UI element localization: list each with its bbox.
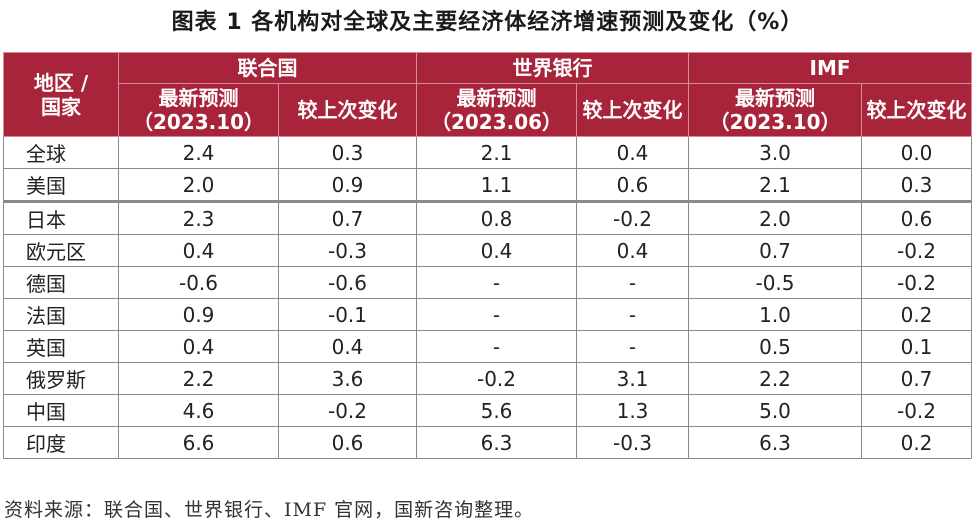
row-region-name: 印度 — [3, 426, 119, 459]
source-note: 资料来源：联合国、世界银行、IMF 官网，国新咨询整理。 — [4, 499, 535, 521]
table-row: 德国 -0.6 -0.6- - -0.5 -0.2 — [3, 266, 973, 299]
table-cell: 2.1 — [416, 136, 577, 169]
header-sub: 较上次变化 — [278, 83, 417, 137]
table-row: 印度 6.6 0.6 6.3 -0.3 6.3 0.2 — [3, 426, 973, 459]
table-body: 全球 2.4 0.3 2.1 0.4 3.0 0.0 美国 2.0 0.9 1.1 0.6 2.1 0.3… — [3, 136, 973, 459]
table-cell: 0.9 — [278, 168, 417, 202]
table-cell: 0.6 — [576, 168, 689, 202]
table-cell: 2.4 — [118, 136, 279, 169]
header-sub: 最新预测 （2023.10） — [118, 83, 279, 137]
table-cell: 0.5 — [688, 330, 862, 363]
table-cell: 1.1 — [416, 168, 577, 202]
table-row: 美国 2.0 0.9 1.1 0.6 2.1 0.3 — [3, 168, 973, 202]
table-cell: 6.6 — [118, 426, 279, 459]
table-row: 全球 2.4 0.3 2.1 0.4 3.0 0.0 — [3, 136, 973, 169]
table-row: 日本 2.3 0.7 0.8 -0.2 2.0 0.6 — [3, 200, 973, 235]
table-cell: 0.4 — [118, 234, 279, 267]
table-cell: 0.3 — [278, 136, 417, 169]
header-sub: 最新预测 （2023.06） — [416, 83, 577, 137]
table-cell: 0.4 — [416, 234, 577, 267]
table-cell: 0.4 — [118, 330, 279, 363]
header-sub: 较上次变化 — [576, 83, 689, 137]
table-cell: 0.1 — [860, 330, 973, 363]
table-cell: -0.2 — [416, 362, 577, 395]
table-cell: -0.6 — [118, 266, 279, 299]
table-cell: 2.0 — [118, 168, 279, 202]
table-cell: 2.1 — [688, 168, 862, 202]
table-cell: -0.2 — [860, 394, 973, 427]
table-row: 法国 0.9 -0.1- -1.0 0.2 — [3, 298, 973, 331]
table-cell: 6.3 — [688, 426, 862, 459]
table-cell: -0.2 — [860, 266, 973, 299]
header-sub: 最新预测 （2023.10） — [688, 83, 862, 137]
table-row: 中国 4.6 -0.2 5.6 1.3 5.0 -0.2 — [3, 394, 973, 427]
table-cell: - — [576, 298, 689, 331]
table-cell: 0.9 — [118, 298, 279, 331]
header-region: 地区 / 国家 — [3, 52, 119, 137]
chart-title: 图表 1 各机构对全球及主要经济体经济增速预测及变化（%） — [171, 10, 804, 35]
table-row: 英国 0.4 0.4- -0.5 0.1 — [3, 330, 973, 363]
table-cell: -0.2 — [278, 394, 417, 427]
table-cell: -0.2 — [860, 234, 973, 267]
table-cell: 0.7 — [278, 200, 417, 235]
row-region-name: 美国 — [3, 168, 119, 202]
table-row: 俄罗斯 2.2 3.6 -0.2 3.1 2.2 0.7 — [3, 362, 973, 395]
table-cell: - — [576, 330, 689, 363]
table-cell: 0.3 — [860, 168, 973, 202]
table-cell: 0.4 — [576, 136, 689, 169]
table-cell: 0.7 — [860, 362, 973, 395]
table-cell: -0.5 — [688, 266, 862, 299]
forecast-table: 地区 / 国家 联合国 世界银行 IMF 最新预测 （2023.10） 较上次变化 … — [3, 52, 973, 459]
row-region-name: 英国 — [3, 330, 119, 363]
table-cell: 6.3 — [416, 426, 577, 459]
row-region-name: 欧元区 — [3, 234, 119, 267]
header-sub: 较上次变化 — [860, 83, 973, 137]
table-cell: 5.6 — [416, 394, 577, 427]
table-cell: -0.1 — [278, 298, 417, 331]
table-cell: 2.2 — [688, 362, 862, 395]
table-cell: 2.0 — [688, 200, 862, 235]
table-cell: 0.0 — [860, 136, 973, 169]
table-cell: 1.3 — [576, 394, 689, 427]
table-cell: 3.6 — [278, 362, 417, 395]
table-cell: 5.0 — [688, 394, 862, 427]
table-cell: - — [416, 330, 577, 363]
table-cell: 0.4 — [278, 330, 417, 363]
table-cell: 3.1 — [576, 362, 689, 395]
table-cell: 0.2 — [860, 426, 973, 459]
table-cell: 0.6 — [860, 200, 973, 235]
row-region-name: 全球 — [3, 136, 119, 169]
table-cell: - — [416, 298, 577, 331]
table-cell: - — [416, 266, 577, 299]
table-cell: 0.7 — [688, 234, 862, 267]
table-cell: -0.3 — [576, 426, 689, 459]
header-org-imf: IMF — [687, 52, 973, 84]
row-region-name: 俄罗斯 — [3, 362, 119, 395]
table-cell: 2.3 — [118, 200, 279, 235]
table-cell: - — [576, 266, 689, 299]
row-region-name: 法国 — [3, 298, 119, 331]
table-row: 欧元区 0.4 -0.3 0.4 0.4 0.7 -0.2 — [3, 234, 973, 267]
table-cell: 4.6 — [118, 394, 279, 427]
table-cell: 0.4 — [576, 234, 689, 267]
table-cell: -0.3 — [278, 234, 417, 267]
table-cell: -0.6 — [278, 266, 417, 299]
table-cell: 0.2 — [860, 298, 973, 331]
table-cell: -0.2 — [576, 200, 689, 235]
table-cell: 3.0 — [688, 136, 862, 169]
row-region-name: 中国 — [3, 394, 119, 427]
table-cell: 1.0 — [688, 298, 862, 331]
header-org-un: 联合国 — [118, 52, 417, 84]
table-cell: 0.8 — [416, 200, 577, 235]
row-region-name: 日本 — [3, 200, 119, 235]
table-cell: 0.6 — [278, 426, 417, 459]
table-cell: 2.2 — [118, 362, 279, 395]
header-org-worldbank: 世界银行 — [416, 52, 689, 84]
row-region-name: 德国 — [3, 266, 119, 299]
